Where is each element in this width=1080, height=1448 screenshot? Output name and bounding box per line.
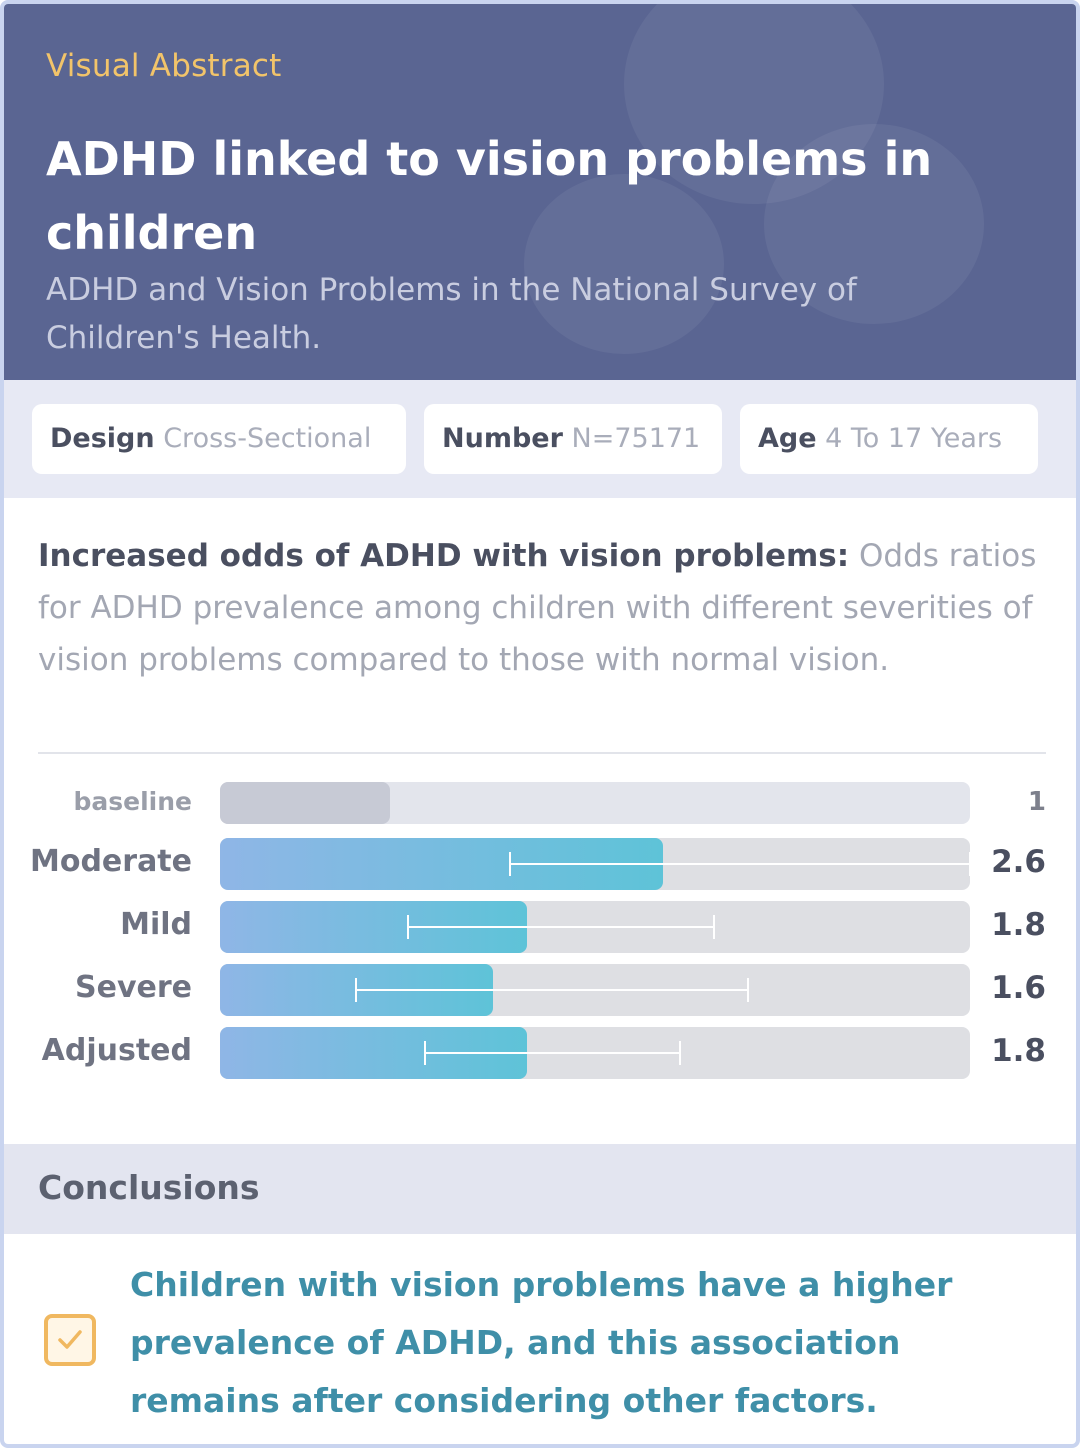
error-bar <box>424 1052 681 1054</box>
bar-label: Moderate <box>29 844 192 879</box>
conclusions-text: Children with vision problems have a hig… <box>130 1265 953 1420</box>
error-bar-cap <box>423 1041 426 1065</box>
result-lead: Increased odds of ADHD with vision probl… <box>38 538 850 574</box>
age-chip: Age 4 To 17 Years <box>740 404 1038 474</box>
error-bar-cap <box>508 852 511 876</box>
study-info-bar: Design Cross-Sectional Number N=75171 Ag… <box>4 380 1076 498</box>
chip-value: Cross-Sectional <box>163 423 372 454</box>
background-texture <box>624 4 884 204</box>
header-banner: Visual Abstract ADHD linked to vision pr… <box>4 4 1076 380</box>
chip-value: 4 To 17 Years <box>825 423 1003 454</box>
error-bar-cap <box>713 915 716 939</box>
bar-value-label: 1.8 <box>991 1033 1046 1069</box>
bar <box>220 782 391 824</box>
number-chip: Number N=75171 <box>424 404 722 474</box>
design-chip: Design Cross-Sectional <box>32 404 406 474</box>
error-bar-cap <box>679 1041 682 1065</box>
bar-label: Severe <box>75 970 192 1005</box>
bar-value-label: 1.6 <box>991 970 1046 1006</box>
bar-value-label: 1 <box>1027 787 1046 817</box>
error-bar-cap <box>355 978 358 1002</box>
odds-ratio-chart: baseline 1 Moderate 2.6 Mild 1.8 Severe 1.6 Adju… <box>4 774 1076 1104</box>
check-icon <box>44 1314 96 1366</box>
bar-label: baseline <box>73 787 193 816</box>
chip-key: Age <box>758 423 817 454</box>
bar-value-label: 1.8 <box>991 907 1046 943</box>
bar-track <box>220 782 970 824</box>
background-texture <box>524 174 724 354</box>
result-description: Increased odds of ADHD with vision probl… <box>38 530 1038 686</box>
chip-key: Design <box>50 423 155 454</box>
error-bar <box>509 863 970 865</box>
bar-label: Mild <box>120 907 192 942</box>
bar-label: Adjusted <box>41 1033 192 1068</box>
kicker-label: Visual Abstract <box>46 48 282 84</box>
chip-key: Number <box>442 423 563 454</box>
divider <box>38 752 1046 754</box>
page-subtitle: ADHD and Vision Problems in the National… <box>46 272 857 356</box>
error-bar-cap <box>406 915 409 939</box>
error-bar <box>356 989 749 991</box>
error-bar-cap <box>969 852 971 876</box>
chip-value: N=75171 <box>571 423 701 454</box>
result-body: Odds ratios for ADHD prevalence among ch… <box>38 538 1037 678</box>
conclusions-heading: Conclusions <box>38 1168 260 1207</box>
bar-value-label: 2.6 <box>991 844 1046 880</box>
page-title: ADHD linked to vision problems in childr… <box>46 132 933 260</box>
error-bar <box>407 926 715 928</box>
error-bar-cap <box>747 978 750 1002</box>
conclusions-header: Conclusions <box>4 1144 1076 1234</box>
background-texture <box>764 124 984 324</box>
